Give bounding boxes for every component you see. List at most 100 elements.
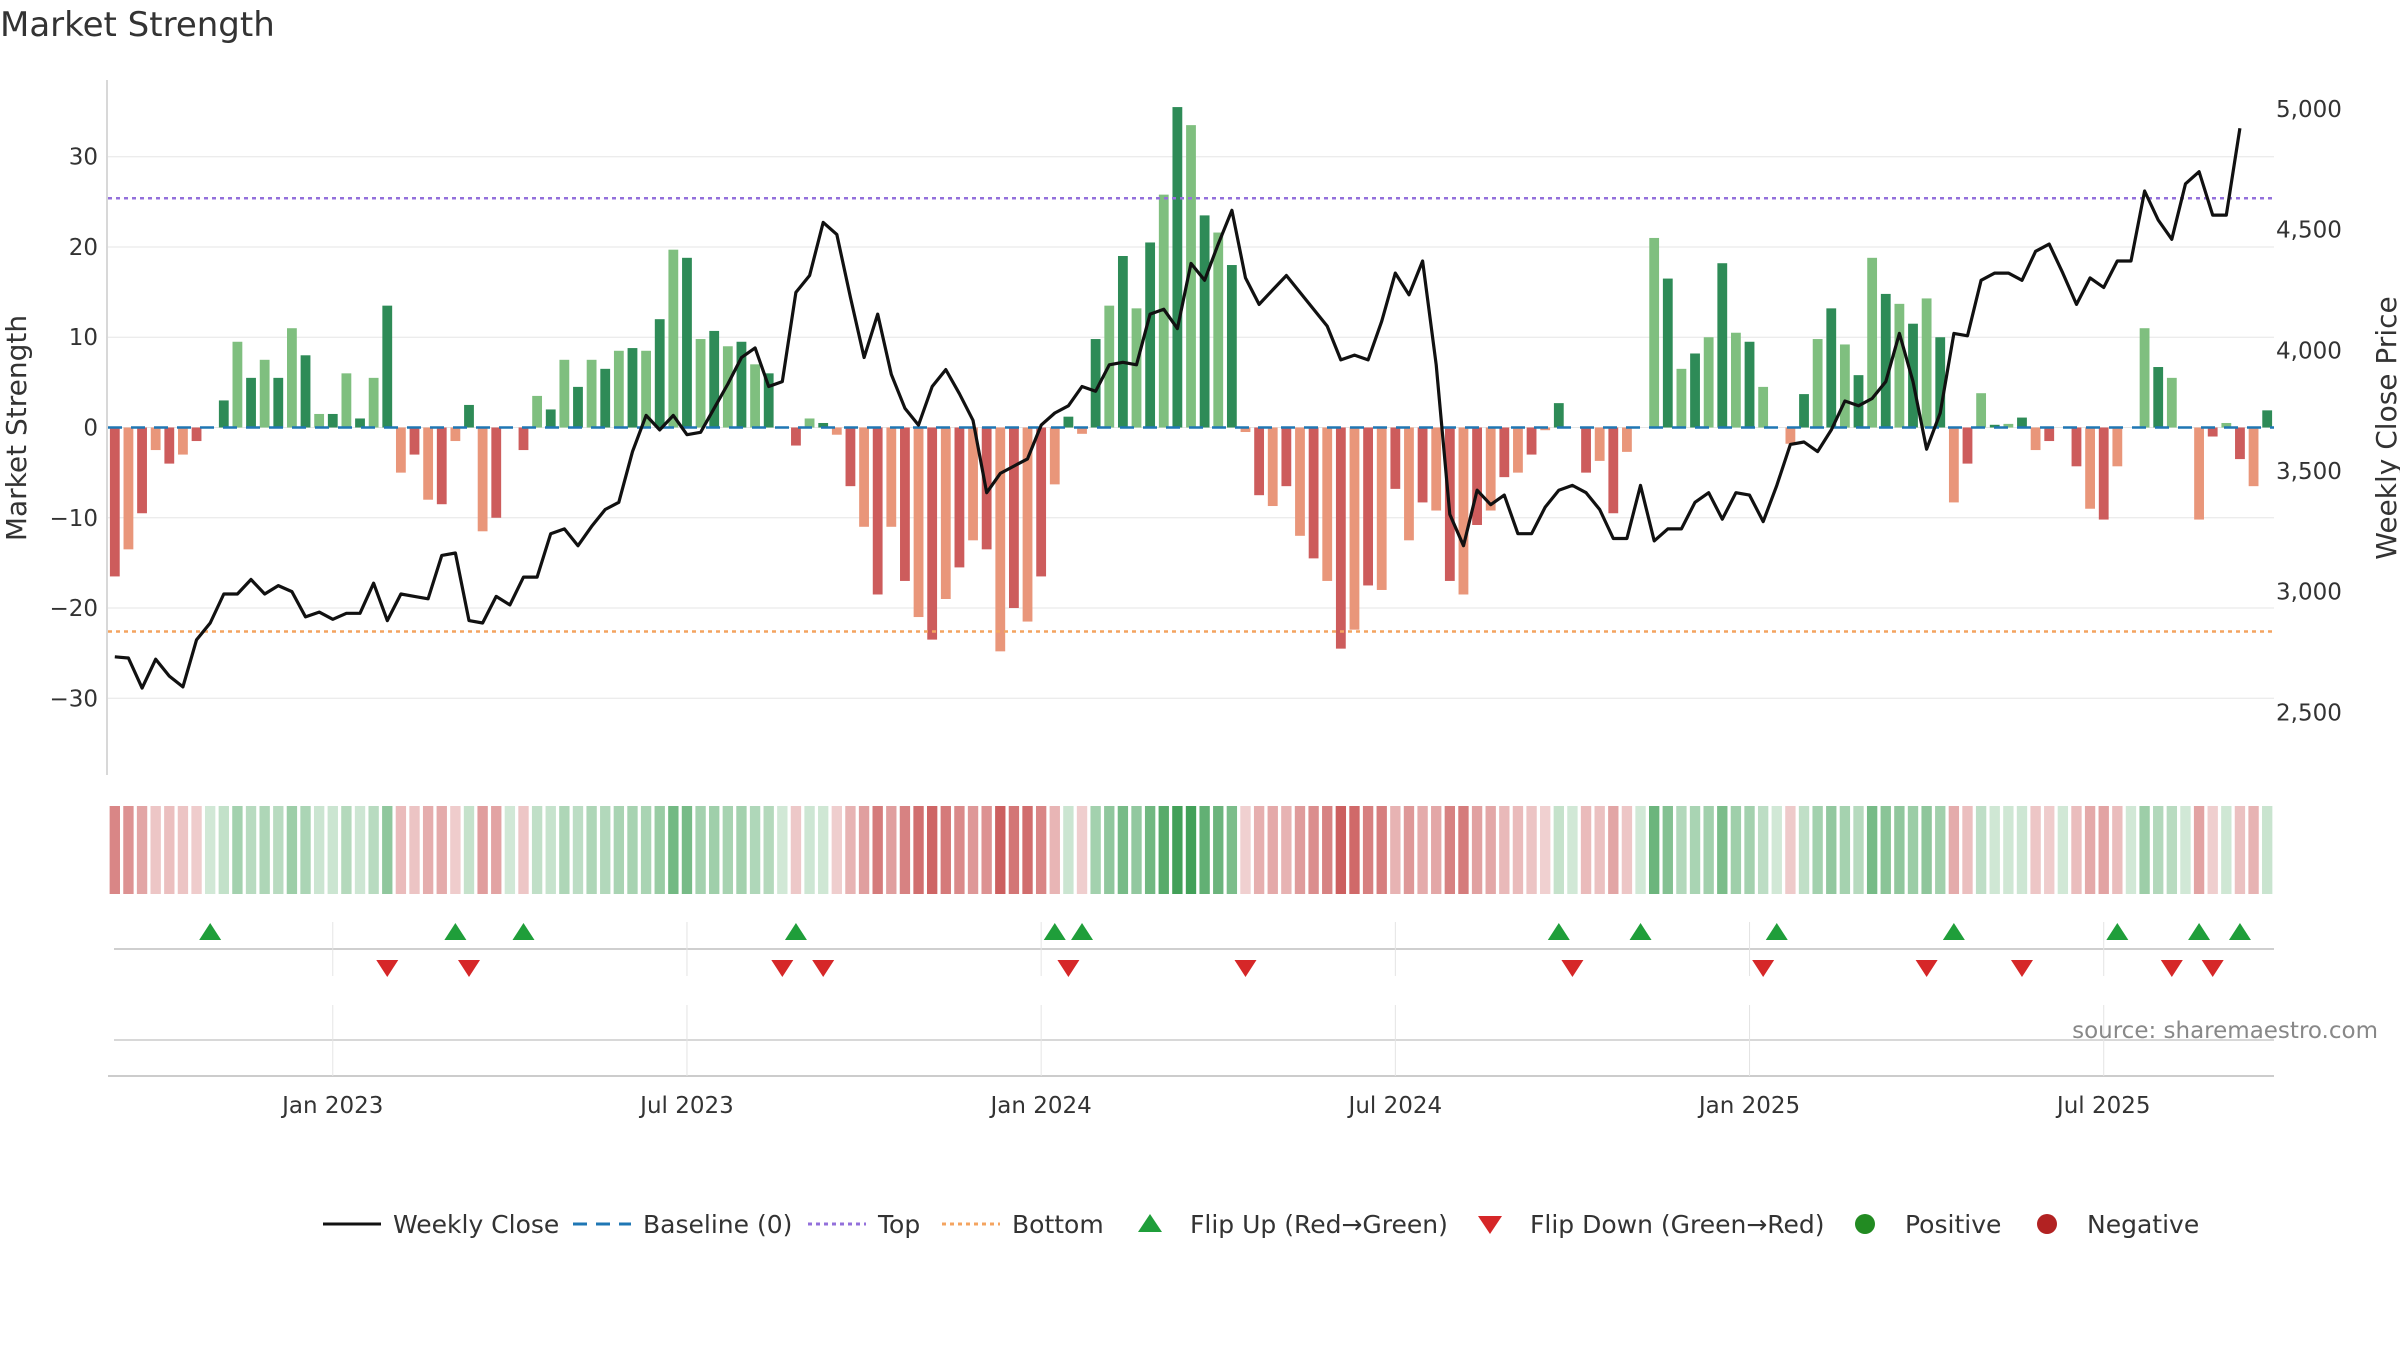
strength-bar bbox=[2166, 377, 2177, 428]
flip-up-marker bbox=[512, 923, 535, 940]
strength-bar bbox=[1812, 339, 1823, 428]
flip-down-marker bbox=[458, 960, 480, 977]
y-left-tick-label: 0 bbox=[83, 416, 98, 442]
weekly-close-line bbox=[114, 128, 2242, 690]
strip-cell bbox=[749, 806, 761, 894]
strength-bar bbox=[1131, 308, 1142, 428]
strip-cell bbox=[1322, 806, 1333, 894]
y-left-tick-label: −20 bbox=[49, 596, 98, 622]
strength-bar bbox=[1390, 427, 1401, 489]
strip-cell bbox=[150, 806, 161, 894]
strength-bar bbox=[1976, 393, 1987, 428]
strip-cell bbox=[1104, 806, 1115, 894]
strip-cell bbox=[1131, 806, 1142, 894]
strength-bar bbox=[668, 249, 679, 428]
strip-cell bbox=[545, 806, 556, 894]
strength-bar bbox=[2207, 427, 2218, 437]
strength-bar bbox=[641, 350, 651, 428]
strip-cell bbox=[1894, 806, 1905, 894]
y-left-tick-label: −10 bbox=[49, 506, 98, 532]
strip-cell bbox=[136, 806, 148, 894]
strength-bar bbox=[1417, 427, 1428, 503]
strip-cell bbox=[259, 806, 270, 894]
strength-bar bbox=[150, 427, 161, 451]
strip-cell bbox=[204, 806, 216, 894]
strip-cell bbox=[504, 806, 516, 894]
strip-cell bbox=[1580, 806, 1592, 894]
strip-cell bbox=[1403, 806, 1415, 894]
strip-cell bbox=[1785, 806, 1796, 894]
strip-cell bbox=[1689, 806, 1701, 894]
strip-cell bbox=[1253, 806, 1265, 894]
strip-cell bbox=[1512, 806, 1524, 894]
strip-cell bbox=[1458, 806, 1469, 894]
strength-bar bbox=[2071, 427, 2082, 467]
x-tick-label: Jul 2025 bbox=[2055, 1093, 2151, 1119]
strip-cell bbox=[1117, 806, 1129, 894]
x-axis: Jan 2023 Jul 2023 Jan 2024 Jul 2024 Jan 2025… bbox=[108, 1005, 2274, 1119]
strength-bar bbox=[1622, 427, 1632, 452]
strength-bar bbox=[518, 427, 529, 451]
strength-bar bbox=[259, 359, 270, 428]
strength-bar bbox=[1962, 427, 1973, 464]
strength-bar bbox=[2194, 427, 2204, 520]
strength-bar bbox=[627, 348, 638, 428]
strip-cell bbox=[954, 806, 965, 894]
legend-label: Positive bbox=[1905, 1210, 2001, 1239]
strength-bars bbox=[109, 107, 2273, 652]
strength-bar bbox=[1608, 427, 1619, 514]
strength-bar bbox=[1472, 427, 1482, 525]
strip-cell bbox=[313, 806, 325, 894]
y-right-axis-title: Weekly Close Price bbox=[2370, 296, 2400, 559]
strip-cell bbox=[2207, 806, 2218, 894]
strength-bar bbox=[1853, 375, 1864, 428]
strength-bar bbox=[327, 413, 338, 428]
strip-cell bbox=[1921, 806, 1932, 894]
strength-bar bbox=[2030, 427, 2041, 451]
strength-bar bbox=[886, 427, 897, 527]
strip-cell bbox=[2084, 806, 2096, 894]
flip-up-marker bbox=[199, 923, 222, 940]
strip-cell bbox=[300, 806, 311, 894]
strength-bar bbox=[1240, 427, 1251, 433]
strength-bar bbox=[968, 427, 978, 541]
y-right-tick-label: 3,000 bbox=[2276, 580, 2342, 606]
flip-down-marker bbox=[812, 960, 835, 977]
strength-bar bbox=[1186, 125, 1196, 428]
strength-bar bbox=[1785, 427, 1796, 444]
strength-bar bbox=[1839, 344, 1850, 428]
strength-bar bbox=[1908, 323, 1918, 428]
flip-down-marker bbox=[2160, 960, 2183, 977]
strength-bar bbox=[1254, 427, 1265, 496]
strip-cell bbox=[2003, 806, 2014, 894]
strength-bar bbox=[191, 427, 202, 442]
strip-cell bbox=[559, 806, 570, 894]
x-tick-label: Jan 2025 bbox=[1697, 1093, 1800, 1119]
strength-bar bbox=[436, 427, 447, 505]
y-left-tick-label: 30 bbox=[69, 145, 98, 171]
strength-bar bbox=[2221, 422, 2232, 428]
axes: 30 20 10 0 −10 −20 −30 5,000 4,500 4,000 3,500 3,00… bbox=[0, 80, 2400, 775]
strip-cell bbox=[1158, 806, 1169, 894]
legend-label: Flip Down (Green→Red) bbox=[1530, 1210, 1825, 1239]
strip-cell bbox=[1839, 806, 1851, 894]
flip-down-marker bbox=[1915, 960, 1938, 977]
strip-cell bbox=[2057, 806, 2069, 894]
strip-cell bbox=[354, 806, 366, 894]
y-right-tick-label: 2,500 bbox=[2276, 700, 2342, 726]
strip-cell bbox=[1526, 806, 1537, 894]
strength-bar bbox=[218, 400, 229, 428]
strip-cell bbox=[1812, 806, 1823, 894]
strip-cell bbox=[109, 806, 120, 894]
strength-bar bbox=[1989, 424, 2000, 428]
strength-bar bbox=[1744, 341, 1755, 428]
x-tick-label: Jan 2023 bbox=[280, 1093, 383, 1119]
strength-bar bbox=[682, 257, 692, 428]
flip-down-marker bbox=[1561, 960, 1584, 977]
strip-cell bbox=[218, 806, 229, 894]
strip-cell bbox=[1621, 806, 1633, 894]
strip-cell bbox=[1676, 806, 1687, 894]
flip-down-marker bbox=[1234, 960, 1257, 977]
strength-bar bbox=[2098, 427, 2109, 520]
strip-cell bbox=[858, 806, 870, 894]
